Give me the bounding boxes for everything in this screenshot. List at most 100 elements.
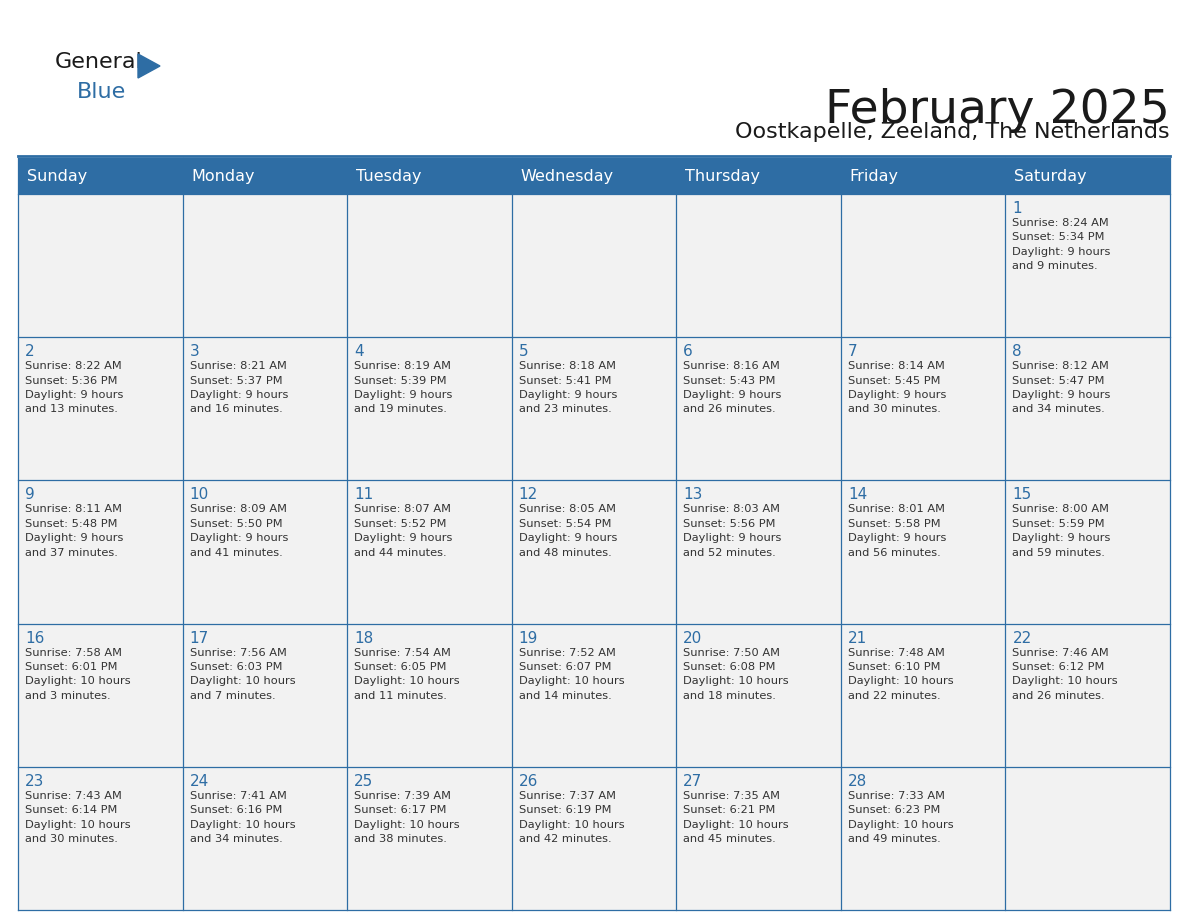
Text: 6: 6 xyxy=(683,344,693,359)
Text: 22: 22 xyxy=(1012,631,1031,645)
Text: 18: 18 xyxy=(354,631,373,645)
Text: 7: 7 xyxy=(848,344,858,359)
Text: 4: 4 xyxy=(354,344,364,359)
Text: Blue: Blue xyxy=(77,82,126,102)
Text: Sunrise: 7:56 AM
Sunset: 6:03 PM
Daylight: 10 hours
and 7 minutes.: Sunrise: 7:56 AM Sunset: 6:03 PM Dayligh… xyxy=(190,647,295,700)
Text: Sunrise: 8:12 AM
Sunset: 5:47 PM
Daylight: 9 hours
and 34 minutes.: Sunrise: 8:12 AM Sunset: 5:47 PM Dayligh… xyxy=(1012,361,1111,414)
Text: Sunrise: 8:07 AM
Sunset: 5:52 PM
Daylight: 9 hours
and 44 minutes.: Sunrise: 8:07 AM Sunset: 5:52 PM Dayligh… xyxy=(354,504,453,557)
Text: 28: 28 xyxy=(848,774,867,789)
Bar xyxy=(18,480,183,623)
Text: 19: 19 xyxy=(519,631,538,645)
Text: Tuesday: Tuesday xyxy=(356,169,422,184)
Bar xyxy=(1005,480,1170,623)
Bar xyxy=(841,480,1005,623)
Text: 9: 9 xyxy=(25,487,34,502)
Bar xyxy=(1005,623,1170,767)
Text: 5: 5 xyxy=(519,344,529,359)
Bar xyxy=(18,623,183,767)
Bar xyxy=(18,337,183,480)
Text: Sunrise: 7:33 AM
Sunset: 6:23 PM
Daylight: 10 hours
and 49 minutes.: Sunrise: 7:33 AM Sunset: 6:23 PM Dayligh… xyxy=(848,790,954,844)
Text: Saturday: Saturday xyxy=(1015,169,1087,184)
Bar xyxy=(183,194,347,337)
Text: Sunrise: 7:58 AM
Sunset: 6:01 PM
Daylight: 10 hours
and 3 minutes.: Sunrise: 7:58 AM Sunset: 6:01 PM Dayligh… xyxy=(25,647,131,700)
Text: 11: 11 xyxy=(354,487,373,502)
Text: Sunrise: 7:50 AM
Sunset: 6:08 PM
Daylight: 10 hours
and 18 minutes.: Sunrise: 7:50 AM Sunset: 6:08 PM Dayligh… xyxy=(683,647,789,700)
Text: 24: 24 xyxy=(190,774,209,789)
Bar xyxy=(1005,194,1170,337)
Bar xyxy=(18,767,183,910)
Bar xyxy=(512,767,676,910)
Bar xyxy=(841,194,1005,337)
Bar xyxy=(676,767,841,910)
Text: 2: 2 xyxy=(25,344,34,359)
Bar xyxy=(676,337,841,480)
Text: 1: 1 xyxy=(1012,201,1022,216)
Text: Sunrise: 8:00 AM
Sunset: 5:59 PM
Daylight: 9 hours
and 59 minutes.: Sunrise: 8:00 AM Sunset: 5:59 PM Dayligh… xyxy=(1012,504,1111,557)
Text: Sunrise: 8:01 AM
Sunset: 5:58 PM
Daylight: 9 hours
and 56 minutes.: Sunrise: 8:01 AM Sunset: 5:58 PM Dayligh… xyxy=(848,504,946,557)
Text: Sunrise: 8:09 AM
Sunset: 5:50 PM
Daylight: 9 hours
and 41 minutes.: Sunrise: 8:09 AM Sunset: 5:50 PM Dayligh… xyxy=(190,504,287,557)
Bar xyxy=(183,623,347,767)
Text: Sunrise: 7:43 AM
Sunset: 6:14 PM
Daylight: 10 hours
and 30 minutes.: Sunrise: 7:43 AM Sunset: 6:14 PM Dayligh… xyxy=(25,790,131,844)
Text: Sunrise: 8:22 AM
Sunset: 5:36 PM
Daylight: 9 hours
and 13 minutes.: Sunrise: 8:22 AM Sunset: 5:36 PM Dayligh… xyxy=(25,361,124,414)
Text: 13: 13 xyxy=(683,487,702,502)
Text: 10: 10 xyxy=(190,487,209,502)
Text: February 2025: February 2025 xyxy=(826,88,1170,133)
Bar xyxy=(841,623,1005,767)
Text: Sunrise: 7:41 AM
Sunset: 6:16 PM
Daylight: 10 hours
and 34 minutes.: Sunrise: 7:41 AM Sunset: 6:16 PM Dayligh… xyxy=(190,790,295,844)
Text: Friday: Friday xyxy=(849,169,899,184)
Text: 15: 15 xyxy=(1012,487,1031,502)
Bar xyxy=(347,194,512,337)
Text: 17: 17 xyxy=(190,631,209,645)
Bar xyxy=(347,623,512,767)
Bar xyxy=(347,480,512,623)
Bar xyxy=(347,767,512,910)
Text: Wednesday: Wednesday xyxy=(520,169,614,184)
Text: Sunrise: 8:11 AM
Sunset: 5:48 PM
Daylight: 9 hours
and 37 minutes.: Sunrise: 8:11 AM Sunset: 5:48 PM Dayligh… xyxy=(25,504,124,557)
Text: Sunrise: 7:37 AM
Sunset: 6:19 PM
Daylight: 10 hours
and 42 minutes.: Sunrise: 7:37 AM Sunset: 6:19 PM Dayligh… xyxy=(519,790,625,844)
Text: Sunrise: 7:35 AM
Sunset: 6:21 PM
Daylight: 10 hours
and 45 minutes.: Sunrise: 7:35 AM Sunset: 6:21 PM Dayligh… xyxy=(683,790,789,844)
Text: Thursday: Thursday xyxy=(685,169,760,184)
Text: Sunrise: 8:21 AM
Sunset: 5:37 PM
Daylight: 9 hours
and 16 minutes.: Sunrise: 8:21 AM Sunset: 5:37 PM Dayligh… xyxy=(190,361,287,414)
Text: Sunrise: 7:39 AM
Sunset: 6:17 PM
Daylight: 10 hours
and 38 minutes.: Sunrise: 7:39 AM Sunset: 6:17 PM Dayligh… xyxy=(354,790,460,844)
Bar xyxy=(512,623,676,767)
Text: 21: 21 xyxy=(848,631,867,645)
Bar xyxy=(183,480,347,623)
Text: Oostkapelle, Zeeland, The Netherlands: Oostkapelle, Zeeland, The Netherlands xyxy=(735,122,1170,142)
Text: 26: 26 xyxy=(519,774,538,789)
Bar xyxy=(183,337,347,480)
Polygon shape xyxy=(138,54,160,78)
Text: Sunrise: 8:24 AM
Sunset: 5:34 PM
Daylight: 9 hours
and 9 minutes.: Sunrise: 8:24 AM Sunset: 5:34 PM Dayligh… xyxy=(1012,218,1111,271)
Text: 27: 27 xyxy=(683,774,702,789)
Text: Sunday: Sunday xyxy=(27,169,87,184)
Text: Monday: Monday xyxy=(191,169,255,184)
Text: Sunrise: 8:05 AM
Sunset: 5:54 PM
Daylight: 9 hours
and 48 minutes.: Sunrise: 8:05 AM Sunset: 5:54 PM Dayligh… xyxy=(519,504,617,557)
Text: Sunrise: 8:16 AM
Sunset: 5:43 PM
Daylight: 9 hours
and 26 minutes.: Sunrise: 8:16 AM Sunset: 5:43 PM Dayligh… xyxy=(683,361,782,414)
Text: 25: 25 xyxy=(354,774,373,789)
Bar xyxy=(512,337,676,480)
Text: 23: 23 xyxy=(25,774,44,789)
Bar xyxy=(841,337,1005,480)
Text: Sunrise: 7:48 AM
Sunset: 6:10 PM
Daylight: 10 hours
and 22 minutes.: Sunrise: 7:48 AM Sunset: 6:10 PM Dayligh… xyxy=(848,647,954,700)
Bar xyxy=(676,194,841,337)
Text: Sunrise: 7:52 AM
Sunset: 6:07 PM
Daylight: 10 hours
and 14 minutes.: Sunrise: 7:52 AM Sunset: 6:07 PM Dayligh… xyxy=(519,647,625,700)
Text: Sunrise: 8:14 AM
Sunset: 5:45 PM
Daylight: 9 hours
and 30 minutes.: Sunrise: 8:14 AM Sunset: 5:45 PM Dayligh… xyxy=(848,361,946,414)
Text: Sunrise: 7:46 AM
Sunset: 6:12 PM
Daylight: 10 hours
and 26 minutes.: Sunrise: 7:46 AM Sunset: 6:12 PM Dayligh… xyxy=(1012,647,1118,700)
Text: Sunrise: 7:54 AM
Sunset: 6:05 PM
Daylight: 10 hours
and 11 minutes.: Sunrise: 7:54 AM Sunset: 6:05 PM Dayligh… xyxy=(354,647,460,700)
Bar xyxy=(512,194,676,337)
Bar xyxy=(512,480,676,623)
Bar xyxy=(676,480,841,623)
Text: 8: 8 xyxy=(1012,344,1022,359)
Text: Sunrise: 8:03 AM
Sunset: 5:56 PM
Daylight: 9 hours
and 52 minutes.: Sunrise: 8:03 AM Sunset: 5:56 PM Dayligh… xyxy=(683,504,782,557)
Bar xyxy=(183,767,347,910)
Bar xyxy=(18,158,1170,194)
Bar xyxy=(676,623,841,767)
Text: 16: 16 xyxy=(25,631,44,645)
Bar xyxy=(1005,767,1170,910)
Text: Sunrise: 8:19 AM
Sunset: 5:39 PM
Daylight: 9 hours
and 19 minutes.: Sunrise: 8:19 AM Sunset: 5:39 PM Dayligh… xyxy=(354,361,453,414)
Text: 3: 3 xyxy=(190,344,200,359)
Text: Sunrise: 8:18 AM
Sunset: 5:41 PM
Daylight: 9 hours
and 23 minutes.: Sunrise: 8:18 AM Sunset: 5:41 PM Dayligh… xyxy=(519,361,617,414)
Text: 12: 12 xyxy=(519,487,538,502)
Bar xyxy=(1005,337,1170,480)
Bar xyxy=(18,194,183,337)
Text: 20: 20 xyxy=(683,631,702,645)
